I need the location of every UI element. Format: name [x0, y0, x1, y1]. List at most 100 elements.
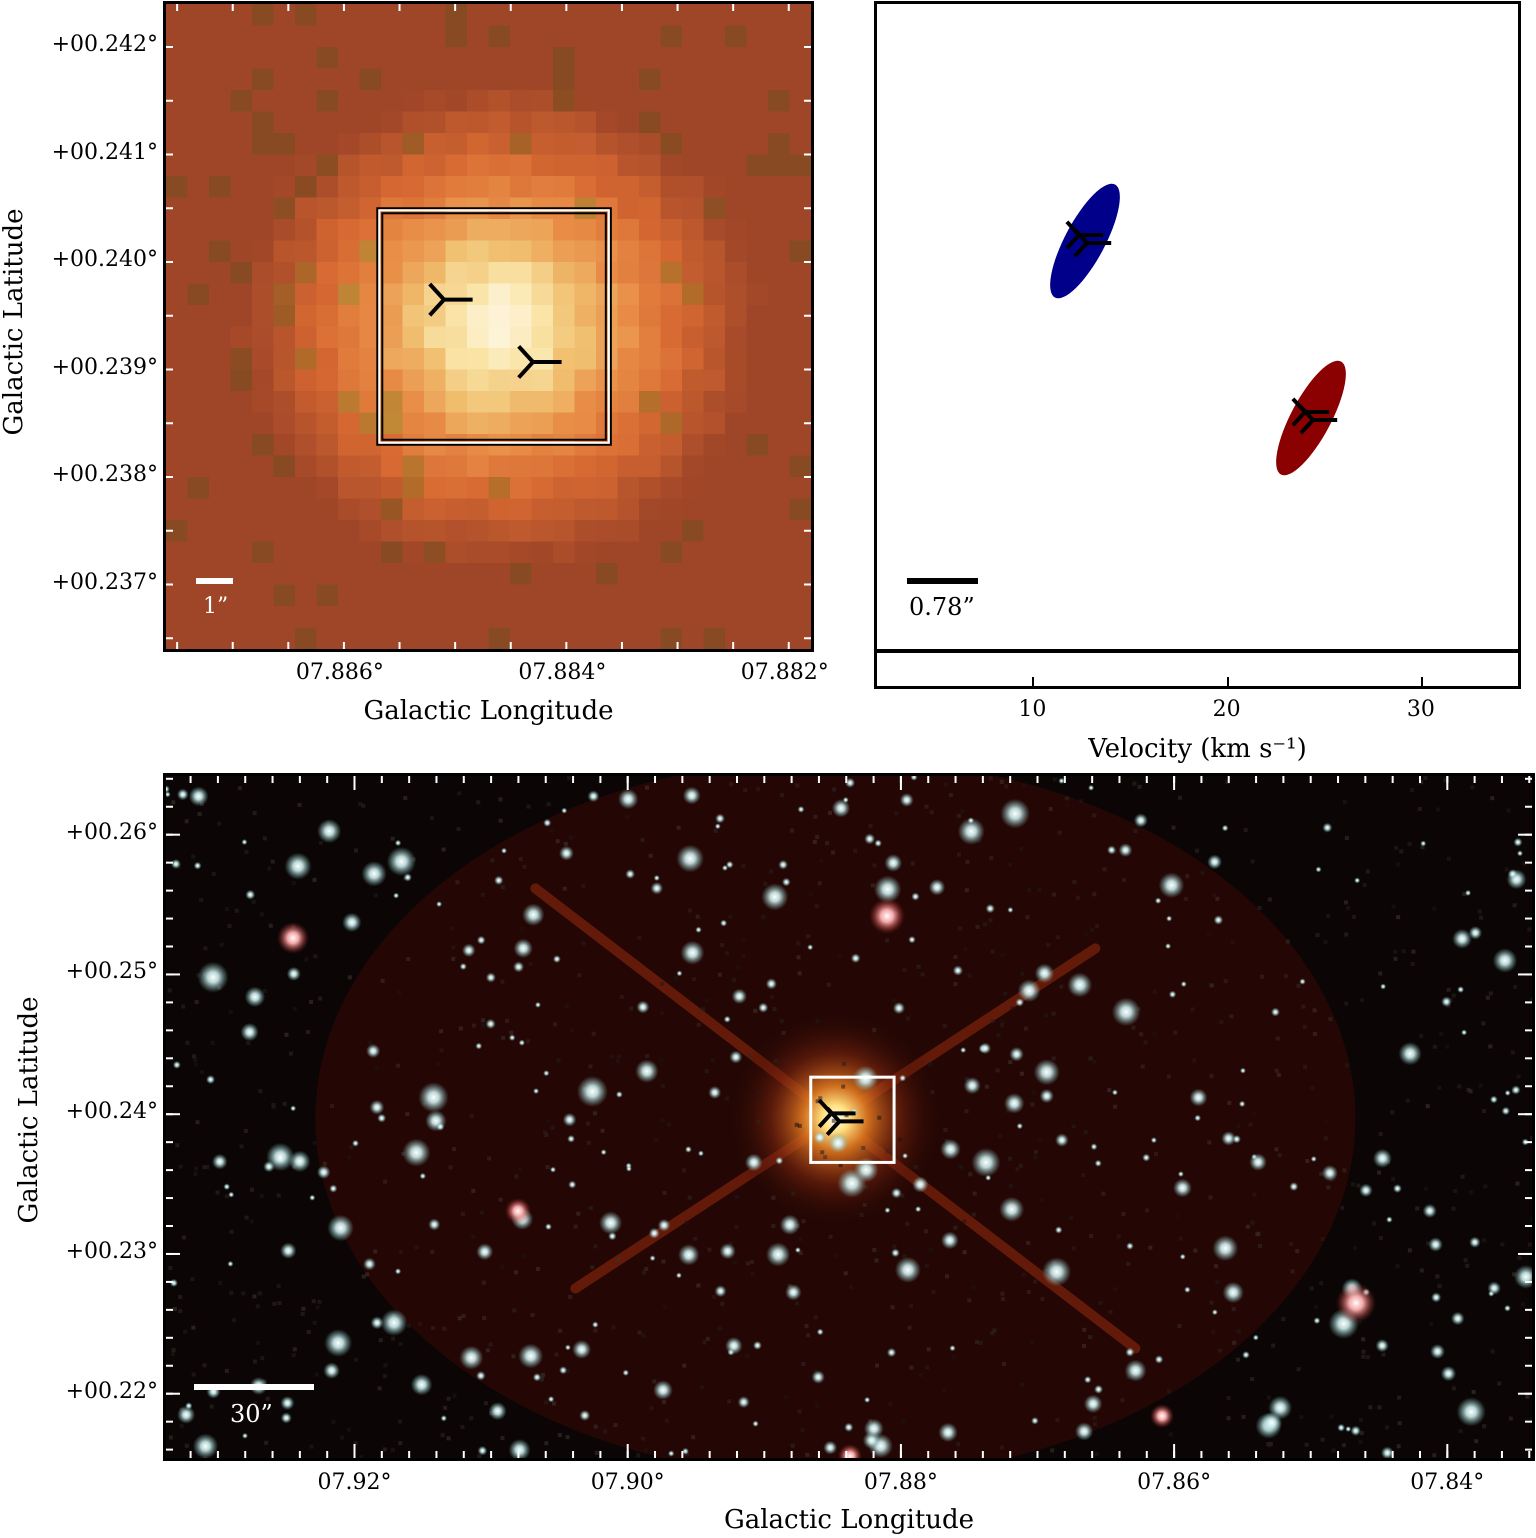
wide-star — [864, 833, 876, 845]
wide-star — [1420, 840, 1427, 847]
wide-star — [850, 953, 861, 964]
wide-star — [1083, 1394, 1103, 1414]
wide-star — [1465, 889, 1472, 896]
wide-star — [781, 877, 791, 887]
wide-star — [317, 819, 342, 844]
wide-x-tick-4: 07.84° — [1410, 1470, 1485, 1495]
wide-x-tick-3: 07.86° — [1137, 1470, 1212, 1495]
wide-zoom-box — [809, 1075, 896, 1164]
zoom-y-tick-3: +00.239° — [51, 354, 158, 380]
wide-star — [166, 791, 171, 798]
wide-star — [682, 786, 701, 805]
wide-star — [564, 1344, 571, 1351]
wide-y-axis-title: Galactic Latitude — [14, 996, 44, 1224]
wide-star — [957, 817, 985, 845]
wide-star — [676, 844, 705, 873]
wide-star — [899, 793, 914, 807]
zoom-box-inner — [381, 212, 607, 441]
wide-star — [680, 940, 705, 965]
wide-star — [1504, 1089, 1511, 1096]
wide-star — [518, 1039, 526, 1046]
wide-star — [1386, 1216, 1393, 1223]
colorbar-tick-label-0: 10 — [1018, 697, 1047, 722]
wide-star — [579, 1409, 591, 1421]
wide-star — [1168, 990, 1177, 999]
wide-star — [1375, 1339, 1389, 1353]
wide-star — [513, 961, 525, 973]
wide-star — [960, 1047, 967, 1054]
wide-star — [591, 1321, 599, 1328]
wide-star — [244, 986, 266, 1008]
wide-star — [428, 1218, 441, 1231]
wide-star — [559, 845, 574, 861]
wide-star — [842, 796, 849, 804]
wide-star — [323, 1362, 340, 1379]
wide-star — [653, 874, 660, 882]
wide-star — [176, 788, 189, 801]
wide-star — [779, 1214, 800, 1235]
wide-star — [1249, 1153, 1267, 1171]
wide-star — [723, 1015, 731, 1023]
wide-star — [1393, 1184, 1402, 1193]
wide-star — [1094, 1384, 1104, 1394]
wide-star — [1451, 1311, 1465, 1326]
wide-star — [1213, 915, 1224, 925]
wide-star — [309, 1194, 316, 1201]
wide-star — [891, 1187, 902, 1199]
wide-star — [1321, 1165, 1338, 1182]
wide-star — [1456, 1397, 1486, 1427]
wide-star — [1111, 997, 1141, 1027]
wide-star — [910, 776, 918, 781]
wide-star — [884, 854, 903, 872]
zoom-scalebar-label: 1” — [203, 594, 228, 619]
wide-star — [1345, 1426, 1352, 1433]
wide-star — [599, 1211, 623, 1235]
wide-star — [547, 1395, 555, 1403]
wide-star — [1452, 928, 1472, 949]
wide-star — [1461, 1029, 1468, 1036]
wide-y-tick-2: +00.24° — [65, 1099, 158, 1125]
wide-major-ticks — [166, 776, 1532, 1458]
wide-star — [324, 1329, 353, 1357]
zoom-y-tick-4: +00.238° — [51, 462, 158, 487]
wide-star — [1315, 866, 1322, 873]
wide-star — [290, 1105, 297, 1112]
wide-star — [1017, 979, 1041, 1003]
zoom-image-canvas: 1” — [166, 4, 811, 649]
wide-star — [1000, 798, 1030, 829]
wide-star — [653, 1380, 673, 1400]
wide-star — [366, 1043, 381, 1059]
wide-star — [1180, 981, 1187, 988]
wide-star — [1221, 824, 1229, 832]
wide-star — [667, 1450, 675, 1457]
wide-star — [1440, 1365, 1457, 1382]
wide-star — [813, 1130, 827, 1144]
wide-star — [758, 1002, 769, 1013]
wide-star — [501, 847, 508, 854]
wide-star — [1270, 1007, 1280, 1017]
colorbar-tick-mark-0 — [1032, 677, 1035, 686]
wide-star — [1238, 1100, 1246, 1108]
wide-star — [1179, 1253, 1186, 1260]
wide-star — [615, 1091, 623, 1098]
wide-star — [979, 1042, 992, 1055]
wide-star — [831, 799, 851, 818]
wide-star — [1016, 1122, 1023, 1130]
wide-star — [1067, 972, 1093, 998]
wide-red-star-4 — [838, 1444, 862, 1458]
wide-star — [657, 1218, 671, 1232]
wide-star — [1142, 1153, 1151, 1162]
velocity-marker-1b — [1299, 405, 1338, 435]
wide-star — [891, 1248, 900, 1258]
wide-star — [892, 1002, 906, 1015]
wide-star — [915, 1205, 922, 1213]
zoom-x-axis-title: Galactic Longitude — [363, 696, 614, 726]
wide-star — [794, 1247, 801, 1254]
wide-star — [402, 1138, 431, 1167]
wide-star — [394, 839, 402, 847]
wide-star — [1422, 1203, 1437, 1218]
wide-star — [475, 1042, 483, 1050]
wide-star — [393, 892, 400, 899]
wide-star — [363, 1257, 376, 1271]
wide-star — [568, 1180, 577, 1189]
